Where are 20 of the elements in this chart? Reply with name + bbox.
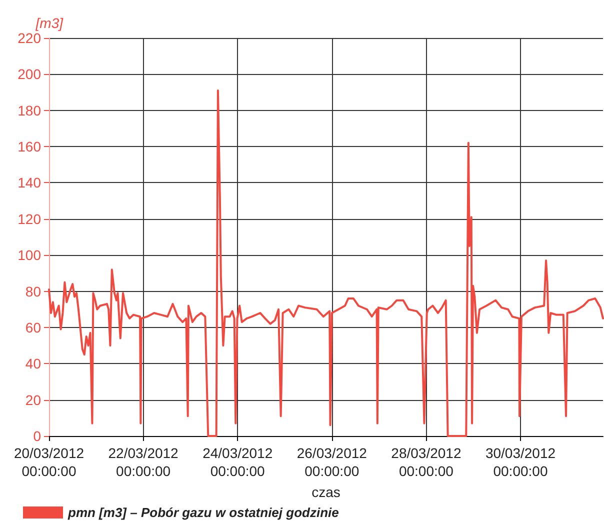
x-tick-label: 30/03/2012 00:00:00 bbox=[485, 445, 556, 479]
y-tick-label: 80 bbox=[25, 283, 42, 300]
y-tick-label: 100 bbox=[18, 247, 42, 264]
y-axis-title: [m3] bbox=[34, 15, 64, 31]
y-tick-label: 0 bbox=[33, 428, 42, 444]
x-tick-label: 20/03/2012 00:00:00 bbox=[14, 445, 84, 479]
y-tick-label: 180 bbox=[18, 102, 42, 118]
y-tick-label: 220 bbox=[18, 30, 42, 46]
y-tick-label: 140 bbox=[18, 174, 42, 191]
y-tick-label: 160 bbox=[18, 138, 42, 155]
y-tick-label: 60 bbox=[25, 319, 42, 336]
x-tick-label: 28/03/2012 00:00:00 bbox=[391, 445, 462, 479]
x-tick-label: 24/03/2012 00:00:00 bbox=[202, 445, 273, 479]
x-axis-title: czas bbox=[312, 484, 340, 500]
y-tick-label: 20 bbox=[25, 392, 42, 408]
y-tick-label: 40 bbox=[25, 356, 42, 372]
y-tick-label: 200 bbox=[18, 66, 42, 82]
x-tick-label: 22/03/2012 00:00:00 bbox=[108, 445, 179, 479]
y-tick-label: 120 bbox=[18, 210, 42, 227]
legend-label: pmn [m3] – Pobór gazu w ostatniej godzinie bbox=[67, 505, 339, 520]
